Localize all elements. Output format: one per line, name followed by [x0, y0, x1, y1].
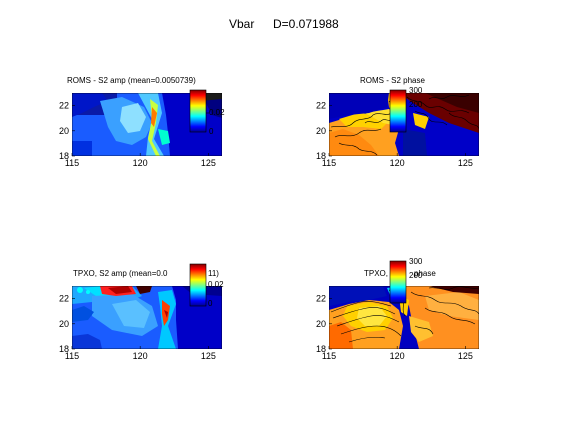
panel-title-tail: phase [414, 269, 436, 278]
colorbar: 0.02 0 [189, 89, 225, 136]
panel-title: ROMS - S2 amp (mean=0.0050739) [67, 76, 196, 85]
x-tick-label: 125 [458, 158, 473, 168]
panel-title-tail: 11) [208, 269, 219, 278]
y-tick-label: 18 [59, 151, 69, 161]
x-tick-label: 125 [201, 351, 216, 361]
y-tick-label: 22 [316, 101, 326, 111]
y-tick-label: 20 [316, 126, 326, 136]
panel-roms-phase: ROMS - S2 phase [316, 76, 479, 168]
colorbar-tick-label: 0.02 [208, 280, 224, 289]
colorbar-tick-label: 300 [409, 86, 423, 95]
y-tick-label: 18 [316, 151, 326, 161]
axes: 115 120 125 18 20 22 [316, 294, 473, 361]
heatmap-field [329, 93, 479, 156]
x-tick-label: 115 [65, 158, 79, 168]
y-tick-label: 20 [59, 319, 69, 329]
colorbar-tick-label: 200 [409, 100, 423, 109]
axes: 115 120 125 18 20 22 [59, 101, 216, 168]
x-tick-label: 120 [133, 351, 148, 361]
panel-roms-amp: ROMS - S2 amp (mean=0.0050739) 0.02 0 11… [59, 76, 225, 168]
y-tick-label: 20 [59, 126, 69, 136]
axes: 115 120 125 18 20 22 [59, 294, 216, 361]
x-tick-label: 115 [322, 158, 336, 168]
x-tick-label: 115 [322, 351, 336, 361]
y-tick-label: 22 [59, 101, 69, 111]
x-tick-label: 115 [65, 351, 79, 361]
axes: 115 120 125 18 20 22 [316, 101, 473, 168]
x-tick-label: 125 [458, 351, 473, 361]
panel-title: TPXO, S2 amp (mean=0.0 [73, 269, 168, 278]
figure-title-value: D=0.071988 [273, 17, 339, 31]
panel-title: TPXO, S [364, 269, 396, 278]
x-tick-label: 120 [390, 351, 405, 361]
figure-title-label: Vbar [229, 17, 254, 31]
y-tick-label: 18 [316, 344, 326, 354]
colorbar-tick-label: 0.02 [209, 108, 225, 117]
colorbar-tick-label: 0 [208, 299, 213, 308]
y-tick-label: 22 [316, 294, 326, 304]
colorbar: 300 200 [389, 86, 423, 133]
colorbar: 300 200 [389, 257, 423, 304]
panel-tpxo-phase: TPXO, S phase [316, 257, 479, 361]
panel-tpxo-amp: TPXO, S2 amp (mean=0.0 11) 0.02 0 [59, 263, 224, 361]
x-tick-label: 120 [133, 158, 148, 168]
heatmap-field [72, 286, 222, 349]
colorbar: 0.02 0 [189, 263, 224, 308]
x-tick-label: 120 [390, 158, 405, 168]
y-tick-label: 20 [316, 319, 326, 329]
y-tick-label: 22 [59, 294, 69, 304]
colorbar-tick-label: 200 [409, 271, 423, 280]
y-tick-label: 18 [59, 344, 69, 354]
colorbar-tick-label: 0 [209, 127, 214, 136]
panel-title: ROMS - S2 phase [360, 76, 425, 85]
colorbar-tick-label: 300 [409, 257, 423, 266]
x-tick-label: 125 [201, 158, 216, 168]
